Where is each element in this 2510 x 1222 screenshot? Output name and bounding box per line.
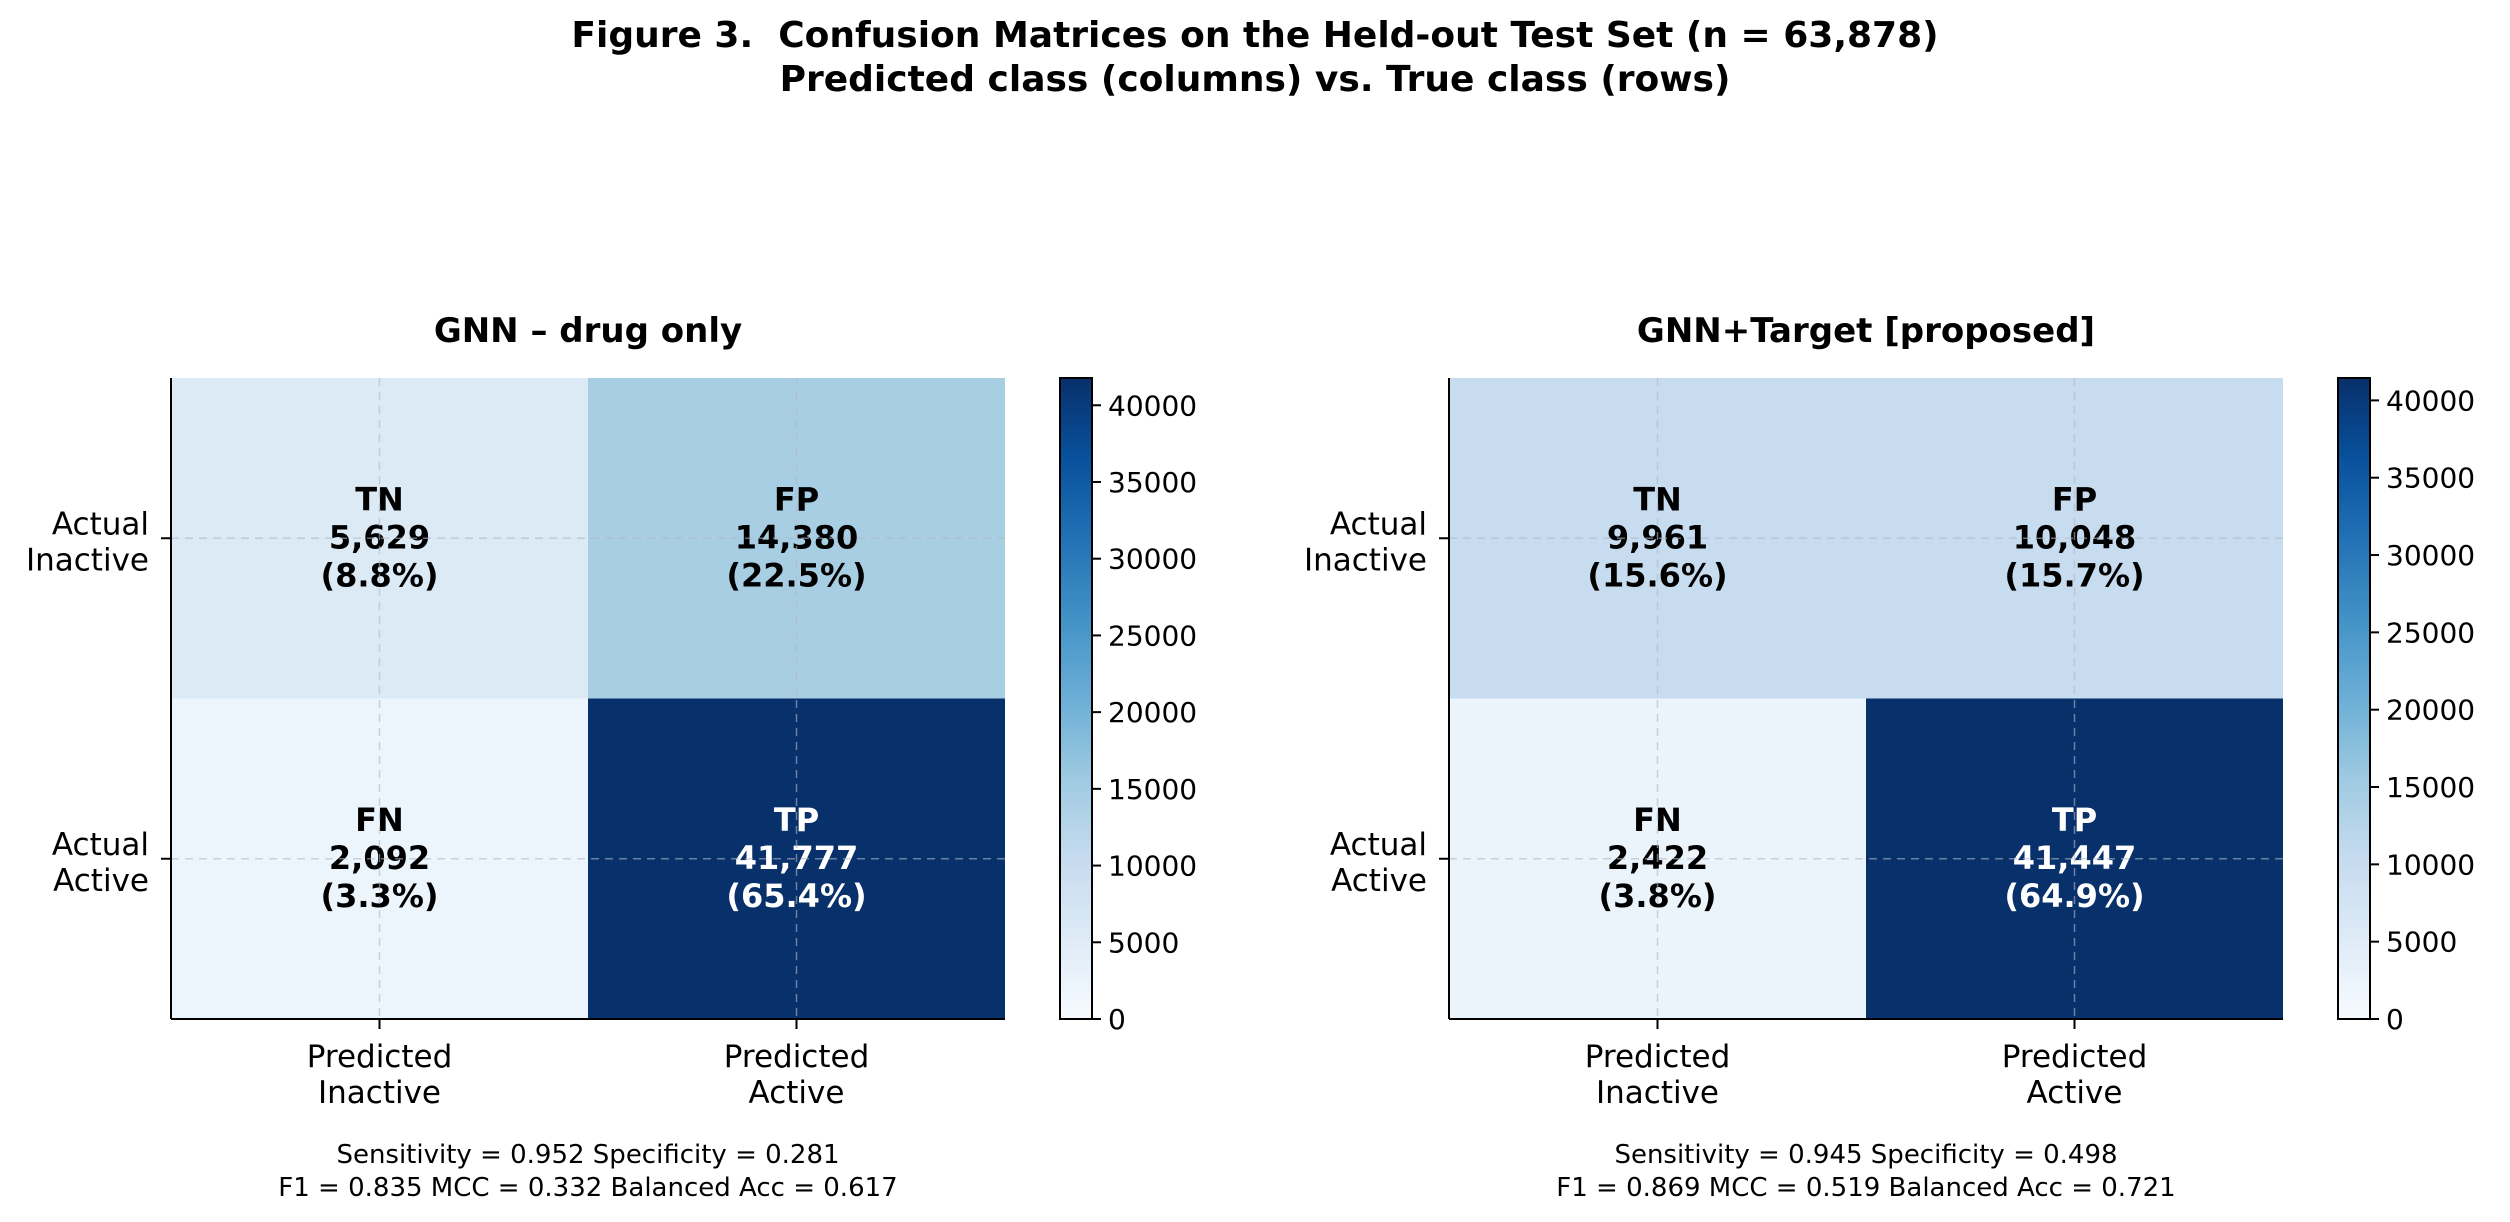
colorbar-tick-label: 15000: [1108, 773, 1197, 806]
metrics-line-2: F1 = 0.869 MCC = 0.519 Balanced Acc = 0.…: [1556, 1173, 2175, 1203]
x-tick-label: Predicted: [1585, 1039, 1731, 1075]
colorbar-tick-label: 15000: [2386, 771, 2475, 804]
panel-title: GNN+Target [proposed]: [1637, 311, 2095, 351]
colorbar-tick-label: 20000: [2386, 694, 2475, 727]
colorbar-tick-label: 5000: [1108, 926, 1179, 959]
colorbar-tick-label: 25000: [2386, 616, 2475, 649]
y-tick-label: Actual: [1330, 506, 1427, 542]
figure-title-line-1: Figure 3. Confusion Matrices on the Held…: [571, 15, 1939, 56]
colorbar-tick-label: 0: [1108, 1003, 1126, 1036]
y-tick-label: Actual: [1330, 827, 1427, 863]
y-tick-label: Actual: [52, 506, 149, 542]
colorbar-tick-label: 5000: [2386, 926, 2457, 959]
y-tick-label: Actual: [52, 827, 149, 863]
x-tick-label: Predicted: [724, 1039, 870, 1075]
colorbar-tick-label: 20000: [1108, 696, 1197, 729]
matrix-panel-1: GNN – drug onlyTN5,629(8.8%)FP14,380(22.…: [26, 311, 1197, 1203]
metrics-line-1: Sensitivity = 0.945 Specificity = 0.498: [1614, 1140, 2117, 1170]
panel-title: GNN – drug only: [434, 311, 742, 351]
colorbar-tick-label: 40000: [1108, 389, 1197, 422]
cell-label: FP: [2052, 480, 2097, 518]
matrix-panel-2: GNN+Target [proposed]TN9,961(15.6%)FP10,…: [1304, 311, 2475, 1203]
metrics-line-2: F1 = 0.835 MCC = 0.332 Balanced Acc = 0.…: [278, 1173, 897, 1203]
colorbar-tick-label: 40000: [2386, 384, 2475, 417]
cell-label: TN: [355, 480, 404, 518]
x-tick-label: Active: [749, 1075, 845, 1111]
x-tick-label: Inactive: [318, 1075, 441, 1111]
colorbar: [1059, 377, 1093, 1020]
y-tick-label: Inactive: [1304, 542, 1427, 578]
metrics-line-1: Sensitivity = 0.952 Specificity = 0.281: [336, 1140, 839, 1170]
x-tick-label: Inactive: [1596, 1075, 1719, 1111]
cell-label: FP: [774, 480, 819, 518]
figure-title-line-2: Predicted class (columns) vs. True class…: [779, 59, 1731, 100]
y-tick-label: Active: [1331, 863, 1427, 899]
colorbar: [2337, 377, 2371, 1020]
colorbar-tick-label: 0: [2386, 1003, 2404, 1036]
y-tick-label: Active: [53, 863, 149, 899]
colorbar-tick-label: 30000: [1108, 543, 1197, 576]
colorbar-tick-label: 25000: [1108, 619, 1197, 652]
x-tick-label: Active: [2027, 1075, 2123, 1111]
y-tick-label: Inactive: [26, 542, 149, 578]
cell-label: TN: [1633, 480, 1682, 518]
colorbar-tick-label: 35000: [1108, 466, 1197, 499]
figure-title: Figure 3. Confusion Matrices on the Held…: [0, 14, 2510, 102]
colorbar-tick-label: 35000: [2386, 462, 2475, 495]
x-tick-label: Predicted: [307, 1039, 453, 1075]
colorbar-tick-label: 10000: [1108, 850, 1197, 883]
x-tick-label: Predicted: [2002, 1039, 2148, 1075]
colorbar-tick-label: 30000: [2386, 539, 2475, 572]
colorbar-tick-label: 10000: [2386, 848, 2475, 881]
